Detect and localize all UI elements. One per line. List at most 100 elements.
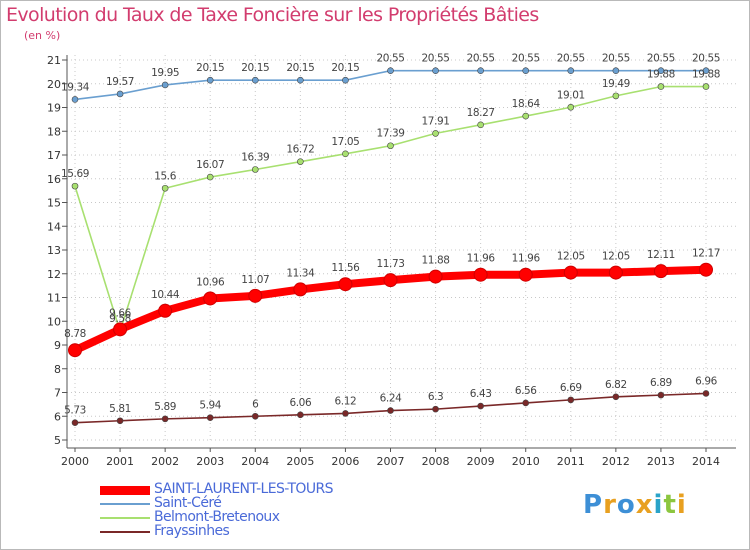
legend-label: Frayssinhes xyxy=(154,523,230,539)
data-label: 6 xyxy=(252,398,259,410)
data-label: 8.78 xyxy=(64,328,86,340)
data-label: 16.39 xyxy=(241,151,269,163)
y-tick-label: 9 xyxy=(54,339,61,352)
data-point xyxy=(342,410,349,417)
data-point xyxy=(338,277,353,292)
data-point xyxy=(657,83,665,90)
data-point xyxy=(473,267,488,282)
data-point xyxy=(206,173,214,181)
proxiti-logo: Proxiti xyxy=(583,490,687,520)
x-tick-label: 2014 xyxy=(692,455,720,468)
data-point xyxy=(702,83,710,90)
data-point xyxy=(116,417,124,425)
data-point xyxy=(71,182,79,190)
data-label: 20.55 xyxy=(602,53,630,65)
x-tick-label: 2011 xyxy=(557,455,585,468)
data-label: 20.55 xyxy=(512,53,540,65)
y-tick-label: 21 xyxy=(47,54,61,67)
x-tick-label: 2005 xyxy=(286,455,314,468)
data-point xyxy=(612,67,620,74)
data-point xyxy=(477,121,484,129)
data-point xyxy=(68,343,82,358)
y-tick-label: 11 xyxy=(47,292,61,305)
x-tick-label: 2003 xyxy=(196,455,224,468)
data-label: 11.34 xyxy=(286,267,315,279)
data-point xyxy=(206,414,214,421)
data-label: 16.72 xyxy=(286,144,314,156)
data-label: 11.96 xyxy=(467,253,496,265)
data-label: 6.96 xyxy=(695,375,717,387)
data-label: 6.12 xyxy=(335,395,357,407)
x-tick-label: 2012 xyxy=(602,455,630,468)
legend-swatch xyxy=(100,503,150,505)
data-label: 10.96 xyxy=(196,276,225,288)
data-label: 19.34 xyxy=(61,81,90,93)
logo-letter: o xyxy=(616,490,636,520)
data-label: 17.39 xyxy=(376,128,404,140)
data-label: 19.88 xyxy=(692,69,720,81)
data-label: 6.43 xyxy=(470,388,492,400)
data-label: 9.66 xyxy=(109,307,131,319)
data-point xyxy=(522,67,530,74)
data-label: 20.15 xyxy=(196,62,224,74)
data-point xyxy=(432,405,439,413)
data-label: 18.64 xyxy=(512,98,541,110)
data-point xyxy=(248,288,263,303)
data-point xyxy=(206,76,214,84)
data-point xyxy=(251,412,259,420)
data-point xyxy=(612,393,620,401)
data-point xyxy=(158,303,173,318)
data-label: 12.05 xyxy=(602,251,630,263)
data-point xyxy=(653,264,668,279)
data-point xyxy=(563,265,578,280)
x-tick-label: 2004 xyxy=(241,455,269,468)
data-point xyxy=(699,262,713,277)
data-label: 5.73 xyxy=(64,405,86,417)
data-label: 6.69 xyxy=(560,382,582,394)
legend-swatch xyxy=(100,531,150,533)
y-tick-label: 6 xyxy=(54,410,61,423)
y-tick-label: 5 xyxy=(54,434,61,447)
data-point xyxy=(612,92,620,100)
data-label: 19.01 xyxy=(557,89,585,101)
y-tick-label: 19 xyxy=(47,102,61,115)
data-point xyxy=(522,112,530,120)
y-tick-label: 16 xyxy=(47,173,61,186)
data-point xyxy=(161,415,169,423)
data-point xyxy=(161,81,169,89)
data-point xyxy=(203,291,218,306)
data-label: 6.56 xyxy=(515,385,537,397)
logo-letter: i xyxy=(676,490,687,520)
data-label: 20.55 xyxy=(647,53,675,65)
y-tick-label: 18 xyxy=(47,125,61,138)
x-tick-label: 2006 xyxy=(331,455,359,468)
data-point xyxy=(567,396,575,404)
data-label: 17.91 xyxy=(422,115,450,127)
data-label: 6.06 xyxy=(289,397,311,409)
data-label: 19.57 xyxy=(106,76,134,88)
y-tick-label: 7 xyxy=(54,387,61,400)
data-label: 20.55 xyxy=(557,53,585,65)
logo-letter: r xyxy=(603,490,617,520)
x-tick-label: 2013 xyxy=(647,455,675,468)
data-point xyxy=(387,407,394,414)
data-label: 19.49 xyxy=(602,78,630,90)
data-label: 6.3 xyxy=(428,391,444,403)
data-point xyxy=(477,402,484,410)
data-point xyxy=(297,76,304,84)
y-tick-label: 14 xyxy=(47,220,61,233)
data-point xyxy=(608,265,623,280)
data-label: 19.95 xyxy=(151,67,179,79)
data-point xyxy=(293,282,308,297)
data-point xyxy=(567,103,575,111)
logo-letter: P xyxy=(583,490,604,520)
data-label: 15.69 xyxy=(61,168,89,180)
x-tick-label: 2010 xyxy=(512,455,540,468)
data-label: 6.24 xyxy=(380,393,402,405)
data-point xyxy=(71,419,79,426)
x-tick-label: 2000 xyxy=(61,455,89,468)
data-label: 20.55 xyxy=(422,53,450,65)
data-point xyxy=(428,269,443,284)
y-tick-label: 15 xyxy=(47,197,61,210)
data-label: 5.94 xyxy=(199,400,221,412)
